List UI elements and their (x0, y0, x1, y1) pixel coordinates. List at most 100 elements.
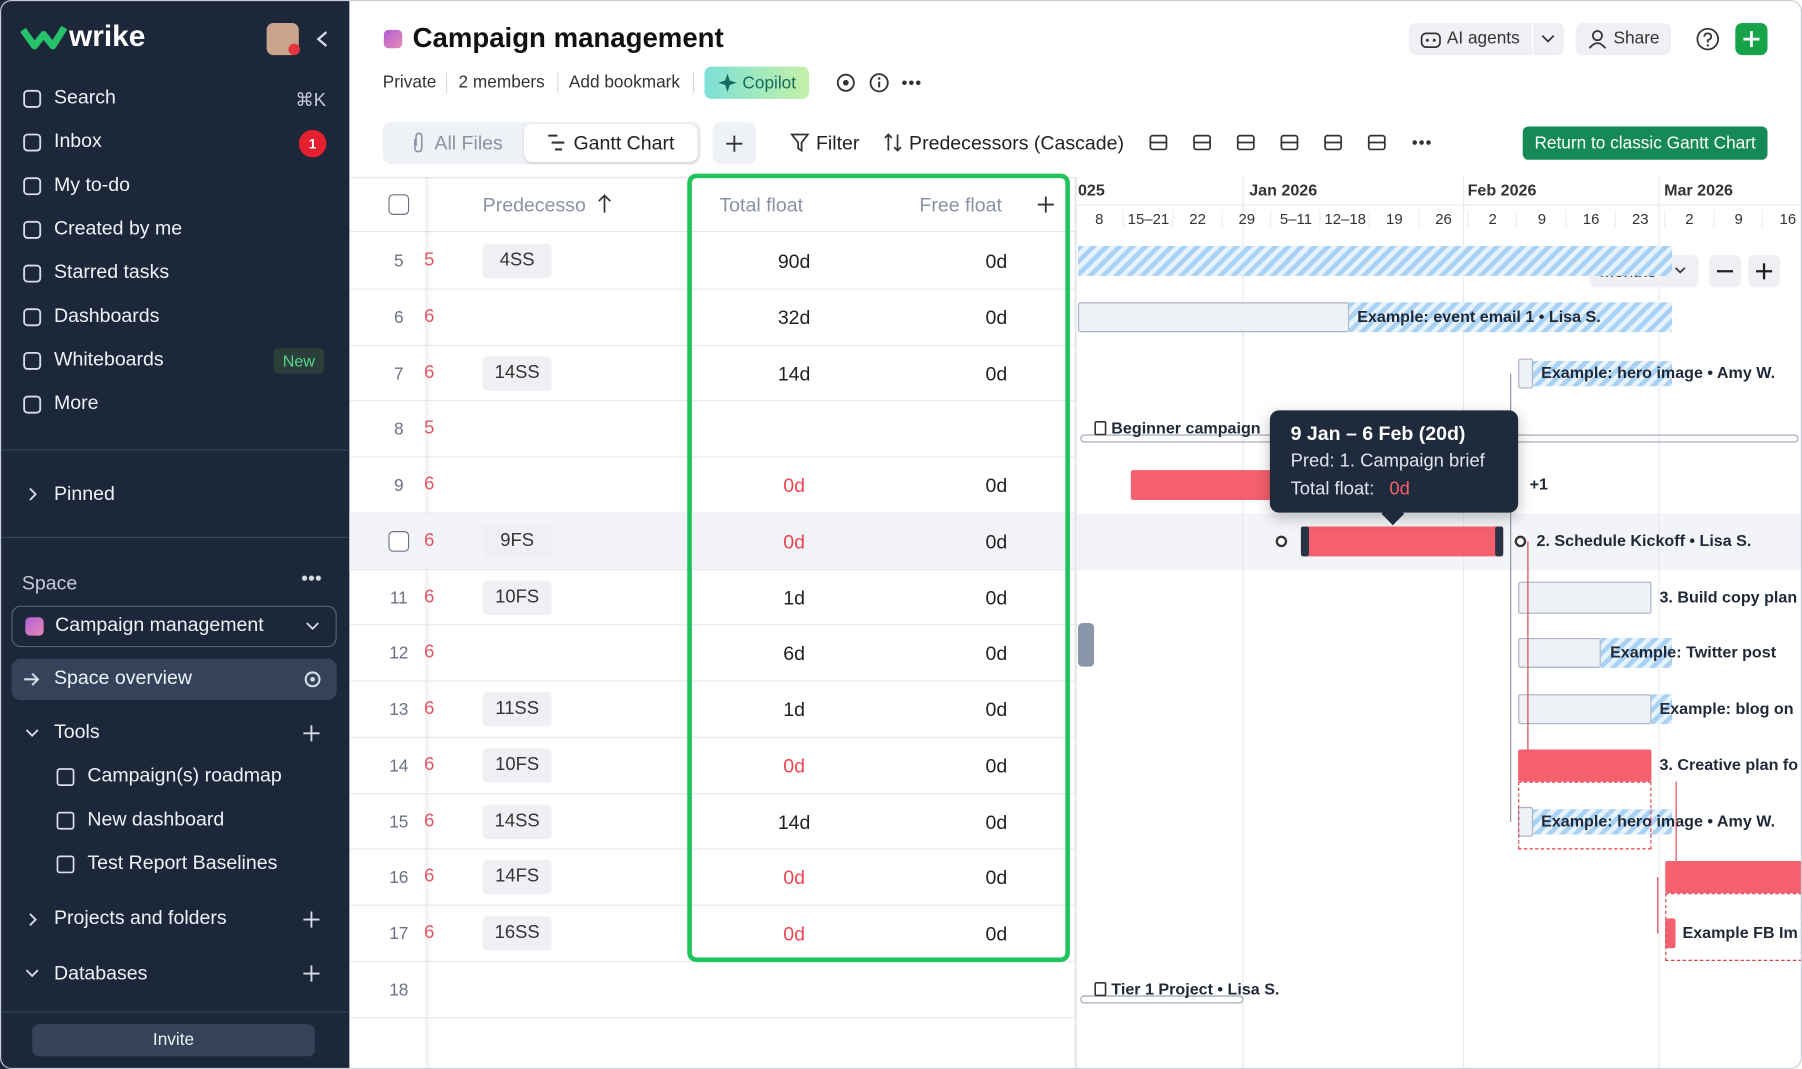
nav-item[interactable]: My to-do (54, 173, 131, 196)
share-button[interactable] (1575, 22, 1671, 56)
search-shortcut: ⌘K (295, 90, 327, 111)
cut-value: 6 (424, 362, 435, 383)
tool-icon (56, 768, 75, 786)
gantt-bar[interactable] (1130, 470, 1272, 501)
gantt-bar[interactable] (1531, 808, 1673, 835)
bar-handle[interactable] (1300, 526, 1309, 557)
gantt-bar[interactable] (1300, 526, 1504, 557)
table-row[interactable] (349, 738, 1076, 794)
row-number: 6 (393, 307, 404, 328)
free-float: 0d (985, 642, 1008, 665)
bar-handle[interactable] (1495, 526, 1504, 557)
row-number: 18 (389, 980, 409, 1001)
gantt-bar[interactable] (1518, 749, 1652, 782)
collapse-icon (316, 31, 328, 47)
column-header[interactable]: Total float (719, 194, 804, 217)
dependency-dot[interactable] (1275, 535, 1288, 547)
table-row[interactable] (349, 794, 1076, 850)
cut-value: 6 (424, 530, 435, 551)
column-header[interactable]: Free float (919, 194, 1002, 217)
checkbox[interactable] (388, 194, 410, 215)
gantt-bar[interactable] (1651, 694, 1673, 725)
add-icon (303, 965, 320, 982)
week-label: 16 (1764, 210, 1802, 227)
dependency-dot[interactable] (1514, 535, 1527, 547)
panel-handle[interactable] (1077, 623, 1095, 667)
tab[interactable]: Gantt Chart (573, 132, 675, 155)
tab[interactable]: All Files (434, 132, 503, 155)
gantt-bar[interactable] (1518, 358, 1534, 388)
table-row[interactable] (349, 682, 1076, 738)
critical-outline (1518, 781, 1652, 850)
nav-item[interactable]: Starred tasks (54, 260, 170, 283)
logo-mark (20, 25, 68, 50)
checkbox[interactable] (388, 530, 410, 552)
gantt-bar[interactable] (1665, 861, 1802, 894)
tool-item[interactable]: Test Report Baselines (87, 851, 278, 874)
gantt-bar[interactable] (1518, 581, 1652, 614)
new-tag: New (273, 348, 325, 374)
week-label: 8 (1076, 210, 1124, 228)
gantt-bar[interactable] (1531, 360, 1673, 386)
tools[interactable]: Tools (54, 720, 100, 743)
table-row[interactable] (349, 402, 1076, 458)
space-icon (25, 617, 44, 636)
predecessor: 10FS (482, 748, 552, 783)
gantt-bar[interactable] (1077, 302, 1350, 332)
gantt-bar[interactable] (1077, 245, 1673, 276)
table-row[interactable] (349, 570, 1076, 626)
tool-item[interactable]: New dashboard (87, 808, 225, 830)
table-row[interactable] (349, 962, 1076, 1019)
meta-item[interactable]: Add bookmark (568, 72, 681, 92)
nav-item[interactable]: Search (54, 86, 116, 109)
pinned[interactable]: Pinned (54, 482, 115, 505)
nav-item[interactable]: Dashboards (54, 304, 160, 327)
chevron (25, 729, 39, 737)
free-float: 0d (985, 306, 1008, 329)
nav-item[interactable]: Inbox (54, 129, 102, 152)
table-row[interactable] (349, 345, 1076, 402)
cut-value: 6 (424, 867, 435, 887)
toolbar-icon (1236, 134, 1255, 151)
row-number: 7 (393, 363, 404, 384)
nav-item[interactable]: Whiteboards (54, 348, 164, 371)
gantt-bar[interactable] (1349, 302, 1673, 332)
more-icon (1412, 140, 1431, 145)
table-row[interactable] (349, 626, 1076, 682)
month-label: Jan 2026 (1249, 180, 1318, 199)
nav-item[interactable]: More (54, 391, 99, 414)
table-row[interactable] (349, 850, 1076, 907)
gantt-bar[interactable] (1518, 694, 1652, 725)
space-overview: Space overview (54, 666, 192, 689)
toolbar-icon (1149, 134, 1168, 151)
row-number: 8 (393, 419, 404, 440)
table-row[interactable] (349, 289, 1076, 346)
sort[interactable]: Predecessors (Cascade) (909, 132, 1125, 155)
free-float: 0d (985, 474, 1008, 497)
column-header[interactable]: Predecesso (482, 194, 586, 217)
tool-item[interactable]: Campaign(s) roadmap (87, 764, 282, 787)
databases[interactable]: Databases (54, 962, 148, 984)
meta-item: Private (382, 72, 437, 92)
add-icon (303, 725, 320, 742)
projects[interactable]: Projects and folders (54, 906, 227, 929)
gantt-bar[interactable] (1600, 638, 1673, 669)
filter[interactable]: Filter (815, 132, 860, 155)
gantt-bar[interactable] (1518, 638, 1601, 669)
total-float: 0d (783, 923, 805, 946)
predecessor: 14SS (482, 355, 552, 391)
return-button[interactable]: Return to classic Gantt Chart (1522, 126, 1768, 160)
space-select[interactable] (11, 605, 337, 648)
space-overview-bg[interactable] (11, 658, 337, 701)
table-row[interactable] (349, 513, 1076, 570)
minus-icon (1716, 270, 1734, 273)
table-row[interactable] (349, 233, 1076, 290)
predecessor: 9FS (482, 523, 552, 559)
table-row[interactable] (349, 458, 1076, 514)
invite-button[interactable]: Invite (32, 1024, 315, 1057)
nav-item[interactable]: Created by me (54, 217, 183, 240)
gantt-bar[interactable] (1665, 918, 1676, 949)
separator (445, 72, 448, 94)
